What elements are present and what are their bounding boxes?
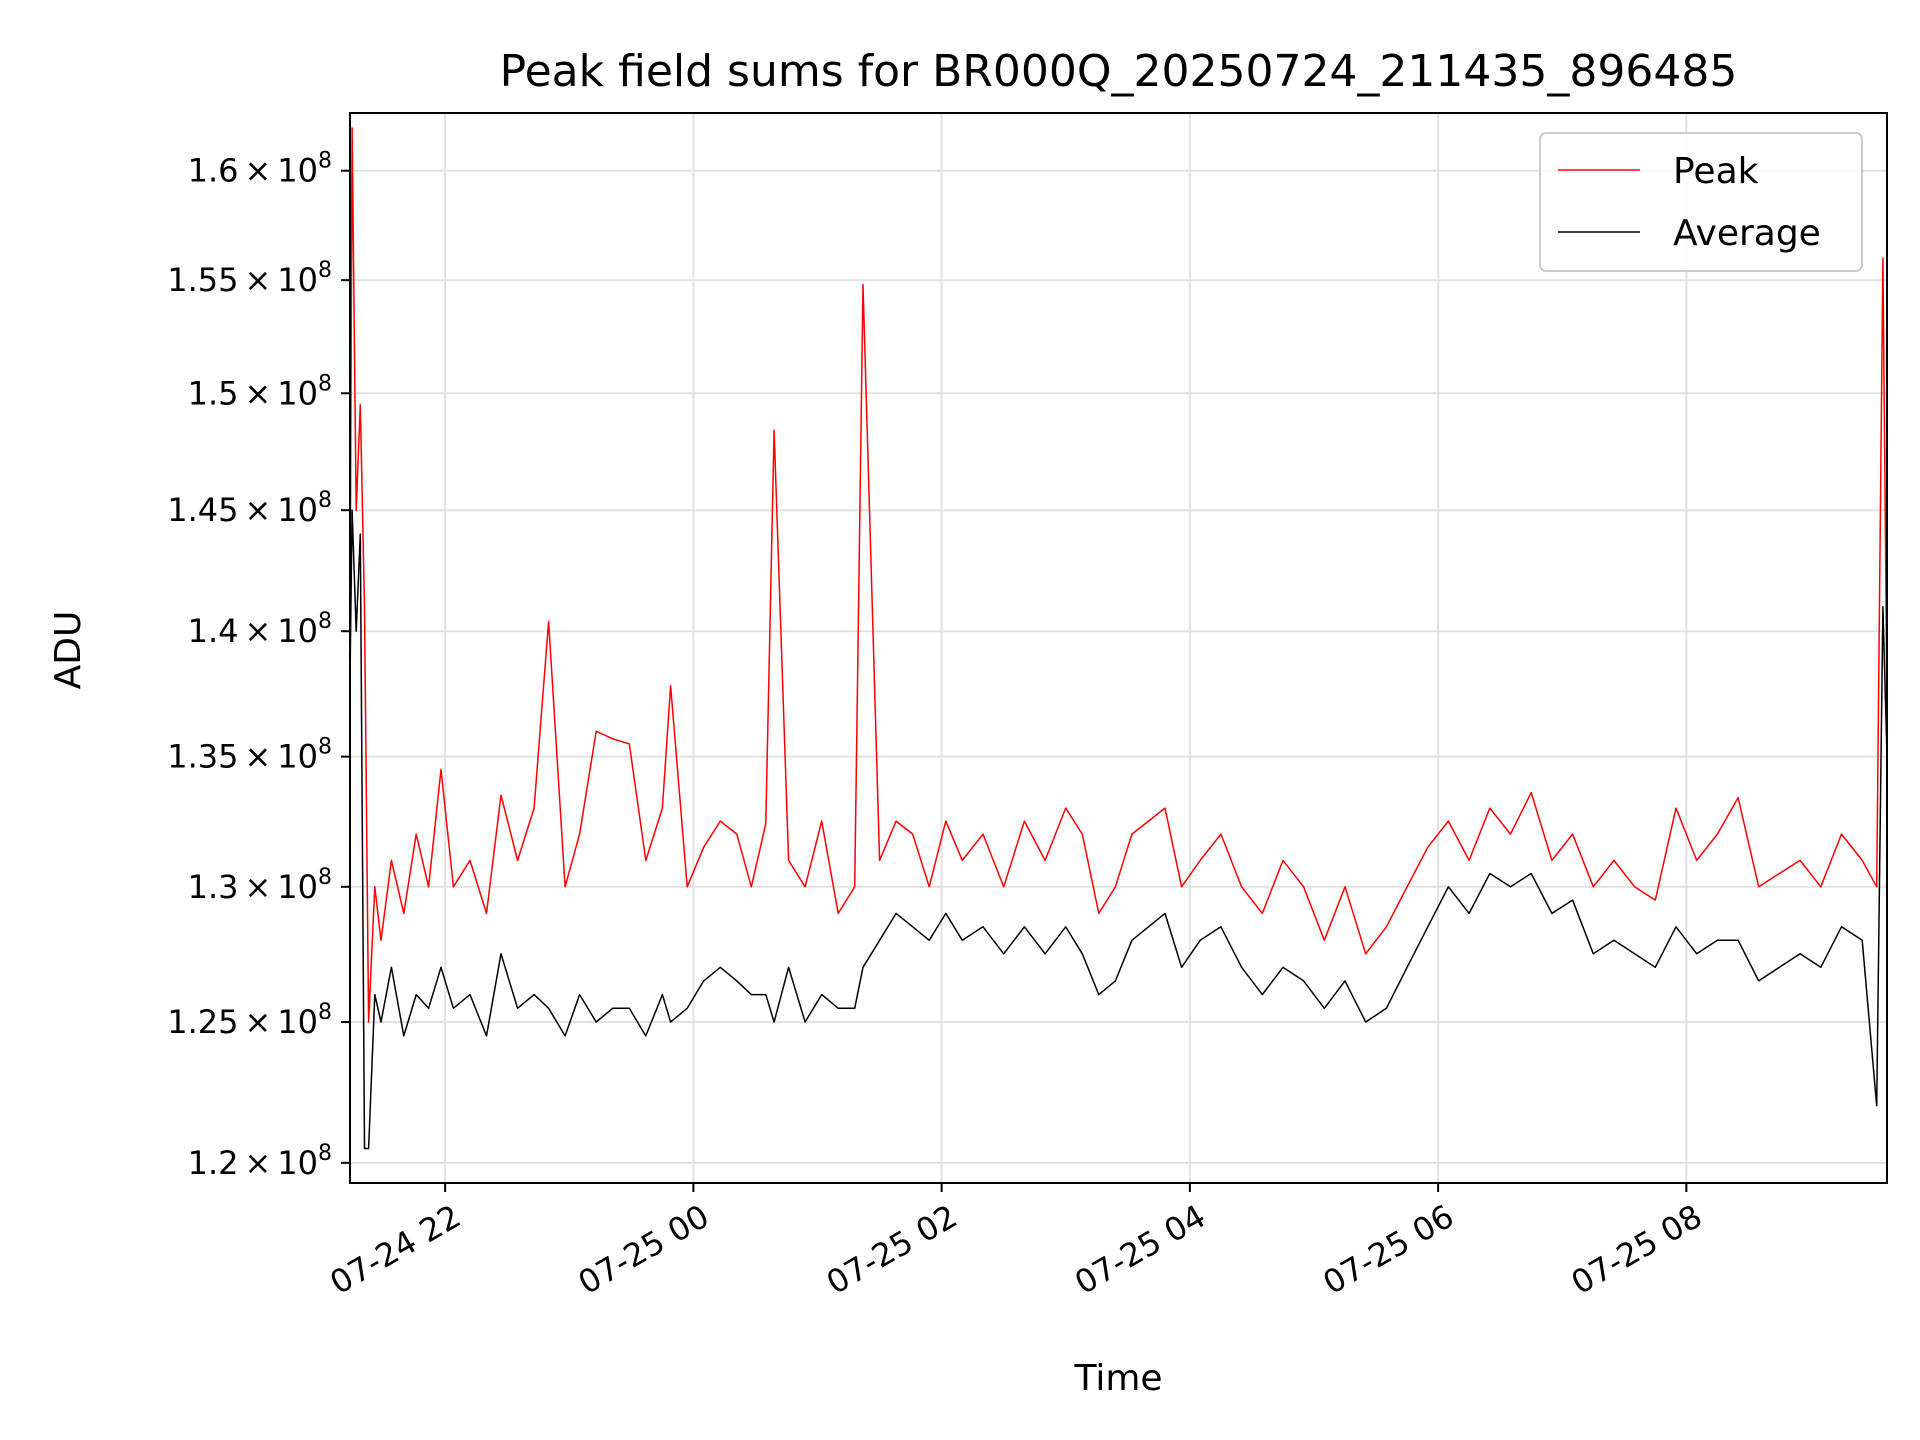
chart-title: Peak field sums for BR000Q_20250724_2114… — [500, 46, 1738, 97]
y-tick-base: 10 — [277, 261, 318, 299]
series-layer — [350, 127, 1887, 1150]
y-tick-exponent: 8 — [318, 258, 332, 283]
y-tick-mantissa: 1.6 — [188, 152, 239, 190]
legend: Peak Average — [1539, 132, 1863, 272]
y-tick-label: 1.45 × 108 — [167, 488, 332, 529]
y-tick-exponent: 8 — [318, 488, 332, 513]
y-tick-times-sign: × — [244, 868, 271, 906]
y-tick-mantissa: 1.55 — [167, 261, 238, 299]
series-line-average — [350, 509, 1887, 1150]
y-tick-exponent: 8 — [318, 609, 332, 634]
y-tick-base: 10 — [277, 612, 318, 650]
plot-frame — [349, 112, 1888, 1184]
y-tick-label: 1.6 × 108 — [188, 149, 332, 190]
series-line-peak — [350, 127, 1887, 1023]
y-tick-times-sign: × — [244, 612, 271, 650]
y-tick-exponent: 8 — [318, 1141, 332, 1166]
y-tick-label: 1.55 × 108 — [167, 258, 332, 299]
y-tick-label: 1.25 × 108 — [167, 1000, 332, 1041]
y-tick-times-sign: × — [244, 491, 271, 529]
y-tick-label: 1.3 × 108 — [188, 865, 332, 906]
y-tick-times-sign: × — [244, 261, 271, 299]
y-tick-times-sign: × — [244, 152, 271, 190]
legend-box — [1539, 132, 1863, 272]
y-tick-mantissa: 1.4 — [188, 612, 239, 650]
x-axis-label: Time — [1073, 1358, 1162, 1399]
y-tick-mantissa: 1.25 — [167, 1003, 238, 1041]
y-tick-base: 10 — [277, 1144, 318, 1182]
y-tick-mantissa: 1.35 — [167, 738, 238, 776]
legend-label-average: Average — [1673, 213, 1821, 254]
y-tick-mantissa: 1.2 — [188, 1144, 239, 1182]
y-tick-base: 10 — [277, 374, 318, 412]
y-tick-exponent: 8 — [318, 735, 332, 760]
y-tick-mantissa: 1.3 — [188, 868, 239, 906]
grid — [350, 113, 1887, 1183]
y-tick-times-sign: × — [244, 1144, 271, 1182]
y-tick-base: 10 — [277, 1003, 318, 1041]
y-tick-base: 10 — [277, 152, 318, 190]
y-tick-label: 1.4 × 108 — [188, 609, 332, 650]
y-tick-times-sign: × — [244, 738, 271, 776]
y-tick-times-sign: × — [244, 374, 271, 412]
y-tick-exponent: 8 — [318, 149, 332, 174]
y-tick-base: 10 — [277, 491, 318, 529]
y-tick-base: 10 — [277, 868, 318, 906]
y-tick-exponent: 8 — [318, 1000, 332, 1025]
y-tick-mantissa: 1.5 — [188, 374, 239, 412]
legend-label-peak: Peak — [1673, 151, 1759, 192]
y-tick-label: 1.5 × 108 — [188, 371, 332, 412]
y-tick-base: 10 — [277, 738, 318, 776]
y-tick-label: 1.2 × 108 — [188, 1141, 332, 1182]
y-axis-label: ADU — [48, 611, 89, 690]
y-tick-label: 1.35 × 108 — [167, 735, 332, 776]
y-tick-times-sign: × — [244, 1003, 271, 1041]
y-tick-exponent: 8 — [318, 865, 332, 890]
y-tick-mantissa: 1.45 — [167, 491, 238, 529]
y-tick-exponent: 8 — [318, 371, 332, 396]
